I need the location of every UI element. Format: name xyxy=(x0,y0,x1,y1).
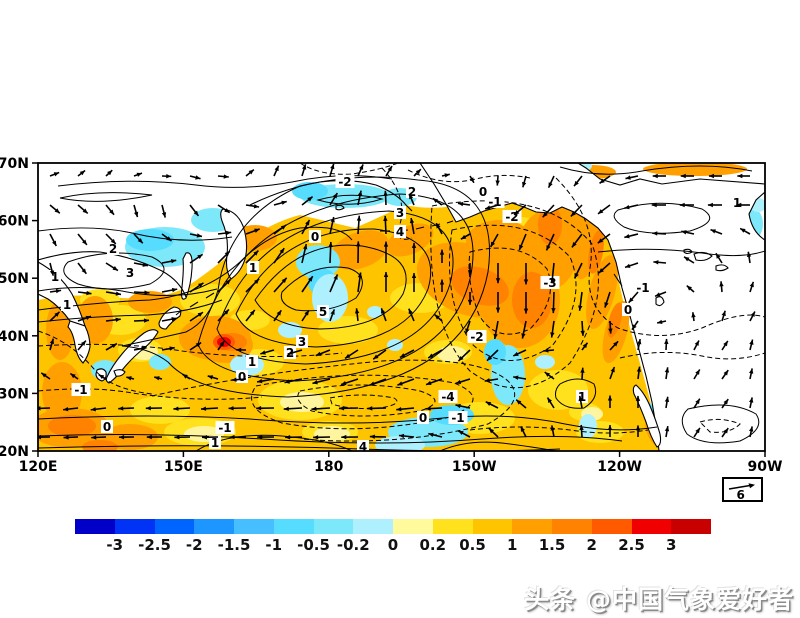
contour-label: 3 xyxy=(396,206,404,220)
watermark: 头条 @中国气象爱好者 xyxy=(524,585,794,614)
contour-label: 1 xyxy=(211,436,219,450)
colorbar-tick-label: -1 xyxy=(265,536,283,554)
colorbar-tick-label: -0.5 xyxy=(297,536,330,554)
contour-label: 2 xyxy=(408,185,416,199)
colorbar-tick-label: 0.5 xyxy=(459,536,486,554)
longitude-axis-label: 120E xyxy=(19,459,58,475)
contour-label: -3 xyxy=(543,276,556,290)
contour-label: 0 xyxy=(624,303,632,317)
contour-label: 1 xyxy=(578,390,586,404)
latitude-axis-label: 70N xyxy=(0,156,29,172)
colorbar-segment xyxy=(631,519,672,534)
contour-label: 1 xyxy=(63,298,71,312)
contour-label: -2 xyxy=(470,330,483,344)
contour-label: 1 xyxy=(51,270,59,284)
colorbar-tick-label: -1.5 xyxy=(217,536,251,554)
contour-lines xyxy=(38,163,765,451)
contour-label: -1 xyxy=(451,411,464,425)
colorbar-tick-label: 1.5 xyxy=(538,536,566,554)
contour-label: 1 xyxy=(733,196,741,210)
latitude-axis-label: 50N xyxy=(0,271,29,287)
colorbar-segment xyxy=(432,519,473,534)
latitude-axis-label: 60N xyxy=(0,214,29,230)
colorbar-tick-label: -0.2 xyxy=(336,536,370,554)
contour-label: 0 xyxy=(238,370,246,384)
colorbar-segment xyxy=(512,519,552,534)
colorbar-segment xyxy=(194,519,234,534)
map-content: 2311-1010152343210-1-40-14-2-1-2-3-10110… xyxy=(38,163,765,454)
colorbar-segment xyxy=(75,519,115,534)
colorbar-tick-label: -3 xyxy=(106,536,124,554)
longitude-axis-label: 150W xyxy=(452,459,497,475)
contour-label: 3 xyxy=(126,266,134,280)
latitude-axis-label: 40N xyxy=(0,329,29,345)
contour-label: -4 xyxy=(441,390,454,404)
reference-arrow-icon xyxy=(728,483,755,490)
colorbar-tick-label: -2 xyxy=(185,536,203,554)
contour-label: 2 xyxy=(109,242,117,256)
colorbar-tick-label: -2.5 xyxy=(138,536,171,554)
longitude-axis-label: 120W xyxy=(597,459,642,475)
colorbar-segment xyxy=(591,519,632,534)
reference-vector-box: 6 xyxy=(722,477,763,502)
longitude-axis-label: 180 xyxy=(314,459,343,475)
colorbar-tick-label: 3 xyxy=(666,536,677,554)
latitude-axis-label: 20N xyxy=(0,444,29,460)
contour-label: 3 xyxy=(298,335,306,349)
colorbar-tick-label: 2 xyxy=(586,536,597,554)
contour-label: 0 xyxy=(103,420,111,434)
latitude-axis-label: 30N xyxy=(0,386,29,402)
contour-label: 5 xyxy=(319,305,327,319)
colorbar-segment xyxy=(154,519,195,534)
colorbar-segment xyxy=(313,519,354,534)
longitude-axis-label: 90W xyxy=(748,459,783,475)
contour-label: 1 xyxy=(248,355,256,369)
colorbar-tick-label: 0 xyxy=(387,536,399,554)
colorbar-segment xyxy=(353,519,393,534)
colorbar-segment xyxy=(234,519,274,534)
contour-label: 0 xyxy=(311,230,319,244)
colorbar-segment xyxy=(114,519,155,534)
contour-label: 0 xyxy=(479,185,487,199)
colorbar xyxy=(75,519,711,534)
colorbar-segment xyxy=(671,519,711,534)
colorbar-segment xyxy=(273,519,314,534)
contour-label: 0 xyxy=(419,411,427,425)
colorbar-segment xyxy=(472,519,513,534)
colorbar-segment xyxy=(552,519,592,534)
colorbar-labels: -3 -2.5 -2 -1.5 -1 -0.5 -0.2 0 0.2 0.5 1 1.5 2 2.5 3 xyxy=(0,536,800,556)
contour-label: -2 xyxy=(338,175,351,189)
longitude-axis-label: 150E xyxy=(164,459,203,475)
contour-label: 1 xyxy=(249,261,257,275)
contour-label: -1 xyxy=(636,281,649,295)
colorbar-tick-label: 2.5 xyxy=(618,536,645,554)
colorbar-tick-label: 1 xyxy=(507,536,518,554)
contour-label: -1 xyxy=(488,195,501,209)
contour-label: -1 xyxy=(218,421,231,435)
colorbar-segment xyxy=(393,519,433,534)
contour-label: -1 xyxy=(74,383,87,397)
colorbar-tick-label: 0.2 xyxy=(419,536,447,554)
contour-label: 4 xyxy=(396,225,404,239)
contour-label: 4 xyxy=(359,440,367,454)
reference-vector-value: 6 xyxy=(736,488,745,502)
wind-vector-arrows xyxy=(38,163,756,440)
